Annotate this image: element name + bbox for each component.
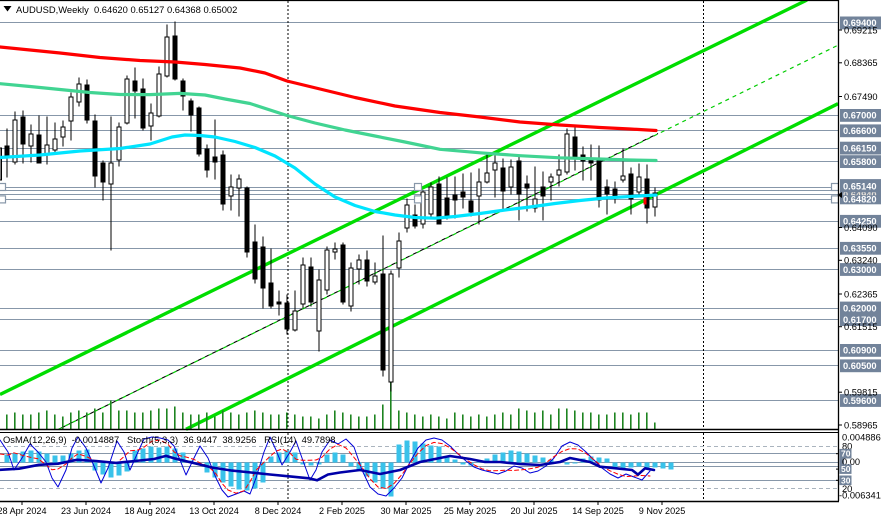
- svg-text:-0.006341: -0.006341: [839, 490, 881, 500]
- svg-text:0.59815: 0.59815: [844, 388, 878, 398]
- svg-text:80: 80: [842, 441, 852, 451]
- svg-text:0.66600: 0.66600: [843, 126, 877, 136]
- svg-text:30 Mar 2025: 30 Mar 2025: [380, 506, 431, 516]
- svg-text:0.67490: 0.67490: [844, 92, 878, 102]
- svg-text:0.69215: 0.69215: [844, 25, 878, 35]
- svg-text:50: 50: [841, 464, 851, 474]
- svg-text:2 Feb 2025: 2 Feb 2025: [319, 506, 365, 516]
- svg-text:0.60900: 0.60900: [843, 346, 877, 356]
- svg-text:0.63000: 0.63000: [843, 265, 877, 275]
- svg-text:OsMA(12,26,9) -0.0014887 St: OsMA(12,26,9) -0.0014887 Stoch(5,3,3) 36…: [3, 434, 336, 445]
- svg-text:0.66150: 0.66150: [843, 143, 877, 153]
- svg-text:14 Sep 2025: 14 Sep 2025: [572, 506, 624, 516]
- svg-text:0.64090: 0.64090: [844, 223, 878, 233]
- svg-text:0.62365: 0.62365: [844, 289, 878, 299]
- svg-text:0.65800: 0.65800: [843, 157, 877, 167]
- svg-text:0.62000: 0.62000: [843, 303, 877, 313]
- svg-text:8 Dec 2024: 8 Dec 2024: [255, 506, 302, 516]
- svg-text:0.68365: 0.68365: [844, 58, 878, 68]
- svg-text:0.004886: 0.004886: [842, 433, 881, 443]
- svg-text:0.58965: 0.58965: [844, 420, 878, 430]
- svg-text:70: 70: [841, 449, 851, 459]
- svg-text:28 Apr 2024: 28 Apr 2024: [0, 506, 47, 516]
- svg-text:0.60500: 0.60500: [843, 361, 877, 371]
- svg-text:0.65140: 0.65140: [843, 182, 877, 192]
- svg-text:20 Jul 2025: 20 Jul 2025: [510, 506, 557, 516]
- svg-text:0.64940: 0.64940: [843, 190, 877, 200]
- svg-text:9 Nov 2025: 9 Nov 2025: [639, 506, 686, 516]
- svg-text:30: 30: [841, 475, 851, 485]
- svg-text:20: 20: [842, 484, 852, 494]
- svg-text:0.64820: 0.64820: [843, 195, 877, 205]
- svg-text:23 Jun 2024: 23 Jun 2024: [61, 506, 111, 516]
- svg-text:0.67000: 0.67000: [843, 111, 877, 121]
- svg-text:0.00: 0.00: [842, 457, 860, 467]
- svg-text:0.61700: 0.61700: [843, 315, 877, 325]
- svg-text:0.63240: 0.63240: [844, 256, 878, 266]
- svg-text:0.64250: 0.64250: [843, 217, 877, 227]
- svg-text:AUDUSD,Weekly 0.64620 0.65127: AUDUSD,Weekly 0.64620 0.65127 0.64368 0.…: [16, 4, 237, 15]
- svg-text:13 Oct 2024: 13 Oct 2024: [189, 506, 239, 516]
- svg-text:0.59600: 0.59600: [843, 396, 877, 406]
- svg-text:25 May 2025: 25 May 2025: [444, 506, 497, 516]
- svg-text:0.61515: 0.61515: [844, 322, 878, 332]
- svg-text:18 Aug 2024: 18 Aug 2024: [124, 506, 175, 516]
- svg-text:0.63550: 0.63550: [843, 244, 877, 254]
- svg-text:0.69400: 0.69400: [843, 18, 877, 28]
